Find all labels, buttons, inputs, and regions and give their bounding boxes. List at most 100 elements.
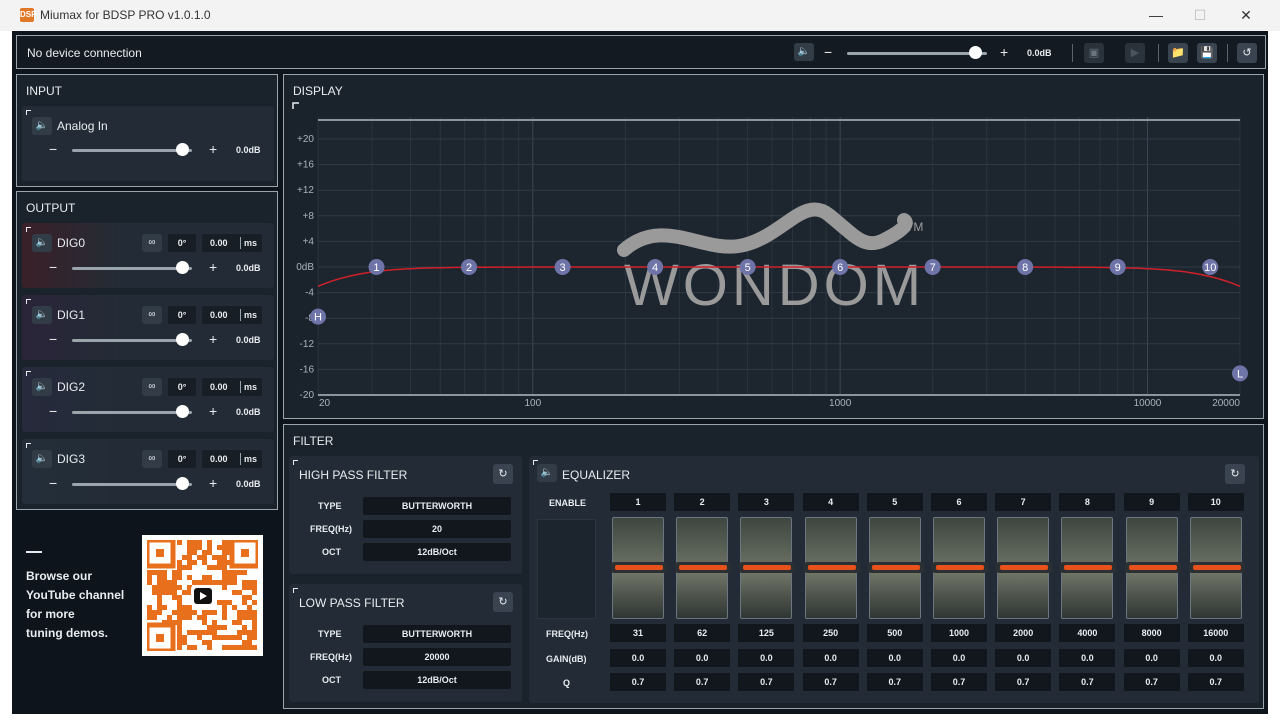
eq-band-gain[interactable]: 0.0 [674,649,731,667]
eq-band-q[interactable]: 0.7 [866,673,923,691]
master-minus-button[interactable]: − [824,44,833,60]
output-minus-button[interactable]: − [49,475,58,491]
eq-band-q[interactable]: 0.7 [674,673,731,691]
eq-point-marker[interactable] [554,259,571,275]
eq-band-knob[interactable] [803,562,860,573]
output-volume-thumb[interactable] [175,405,189,418]
youtube-qr-code[interactable] [142,535,263,656]
eq-speaker-icon[interactable]: 🔈 [537,464,557,482]
eq-band-q[interactable]: 0.7 [610,673,666,691]
input-volume-slider[interactable] [72,149,192,152]
eq-band-knob[interactable] [1188,562,1245,573]
eq-band-q[interactable]: 0.7 [802,673,859,691]
eq-band-gain[interactable]: 0.0 [866,649,923,667]
eq-band-gain[interactable]: 0.0 [1187,649,1244,667]
eq-band-q[interactable]: 0.7 [995,673,1052,691]
eq-band-slider[interactable] [932,517,988,619]
save-icon[interactable]: 💾 [1197,43,1217,63]
play-icon[interactable]: ▶ [1125,43,1145,63]
eq-band-knob[interactable] [996,562,1053,573]
link-icon[interactable]: ∞ [142,450,162,468]
eq-point-marker[interactable] [647,259,664,275]
master-speaker-icon[interactable]: 🔈 [794,43,814,61]
eq-band-freq[interactable]: 4000 [1059,624,1116,642]
output-volume-slider[interactable] [72,411,192,414]
delay-input[interactable]: 0.00 ms [202,378,262,396]
eq-band-knob[interactable] [867,562,924,573]
eq-reset-icon[interactable]: ↻ [1225,464,1245,484]
lpf-reset-icon[interactable]: ↻ [493,592,513,612]
output-volume-slider[interactable] [72,483,192,486]
eq-band-knob[interactable] [675,562,732,573]
master-plus-button[interactable]: + [1000,44,1009,60]
master-volume-thumb[interactable] [969,46,983,59]
eq-band-slider[interactable] [996,517,1053,619]
phase-input[interactable]: 0° [168,306,196,324]
output-plus-button[interactable]: + [209,259,218,275]
output-volume-slider[interactable] [72,339,192,342]
eq-band-freq[interactable]: 125 [738,624,795,642]
eq-band-slider[interactable] [1124,517,1181,619]
eq-point-marker[interactable] [832,259,849,275]
eq-point-marker[interactable] [461,259,478,275]
output-minus-button[interactable]: − [49,259,58,275]
eq-band-freq[interactable]: 250 [802,624,859,642]
maximize-button[interactable]: ☐ [1193,7,1207,23]
eq-band-freq[interactable]: 62 [674,624,731,642]
phase-input[interactable]: 0° [168,450,196,468]
delay-input[interactable]: 0.00 ms [202,234,262,252]
output-minus-button[interactable]: − [49,403,58,419]
eq-band-q[interactable]: 0.7 [1123,673,1180,691]
eq-band-slider[interactable] [611,517,667,619]
hpf-reset-icon[interactable]: ↻ [493,464,513,484]
output-plus-button[interactable]: + [209,475,218,491]
output-volume-slider[interactable] [72,267,192,270]
eq-band-freq[interactable]: 2000 [995,624,1052,642]
link-icon[interactable]: ∞ [142,306,162,324]
eq-band-slider[interactable] [803,517,860,619]
output-volume-thumb[interactable] [175,333,189,346]
eq-band-freq[interactable]: 31 [610,624,666,642]
output-volume-thumb[interactable] [175,261,189,274]
eq-point-marker[interactable] [924,259,941,275]
output-volume-thumb[interactable] [175,477,189,490]
eq-band-freq[interactable]: 16000 [1187,624,1244,642]
eq-band-q[interactable]: 0.7 [738,673,795,691]
lpf-type-select[interactable]: BUTTERWORTH [363,625,511,643]
eq-band-gain[interactable]: 0.0 [995,649,1052,667]
eq-band-slider[interactable] [739,517,796,619]
input-plus-button[interactable]: + [209,141,218,157]
eq-point-marker[interactable] [1109,259,1126,275]
output-speaker-icon[interactable]: 🔈 [32,450,52,468]
minimize-button[interactable]: — [1149,7,1163,23]
lpf-oct-select[interactable]: 12dB/Oct [363,671,511,689]
output-plus-button[interactable]: + [209,331,218,347]
output-plus-button[interactable]: + [209,403,218,419]
output-speaker-icon[interactable]: 🔈 [32,306,52,324]
delay-input[interactable]: 0.00 ms [202,450,262,468]
eq-band-slider[interactable] [1188,517,1245,619]
eq-band-q[interactable]: 0.7 [1187,673,1244,691]
eq-point-marker[interactable] [739,259,756,275]
eq-band-knob[interactable] [932,562,988,573]
eq-band-gain[interactable]: 0.0 [610,649,666,667]
eq-band-gain[interactable]: 0.0 [1059,649,1116,667]
output-speaker-icon[interactable]: 🔈 [32,378,52,396]
eq-point-marker[interactable] [368,259,385,275]
link-icon[interactable]: ∞ [142,378,162,396]
output-minus-button[interactable]: − [49,331,58,347]
hpf-type-select[interactable]: BUTTERWORTH [363,497,511,515]
close-button[interactable]: ✕ [1240,7,1252,23]
eq-enable-area[interactable] [537,519,596,619]
phase-input[interactable]: 0° [168,234,196,252]
eq-band-gain[interactable]: 0.0 [1123,649,1180,667]
eq-band-slider[interactable] [675,517,732,619]
delay-input[interactable]: 0.00 ms [202,306,262,324]
hpf-freq-input[interactable]: 20 [363,520,511,538]
eq-band-slider[interactable] [1060,517,1117,619]
open-folder-icon[interactable]: 📁 [1168,43,1188,63]
hp-filter-marker[interactable] [310,308,326,325]
history-icon[interactable]: ↺ [1237,43,1257,63]
input-speaker-icon[interactable]: 🔈 [32,117,52,135]
eq-band-freq[interactable]: 8000 [1123,624,1180,642]
